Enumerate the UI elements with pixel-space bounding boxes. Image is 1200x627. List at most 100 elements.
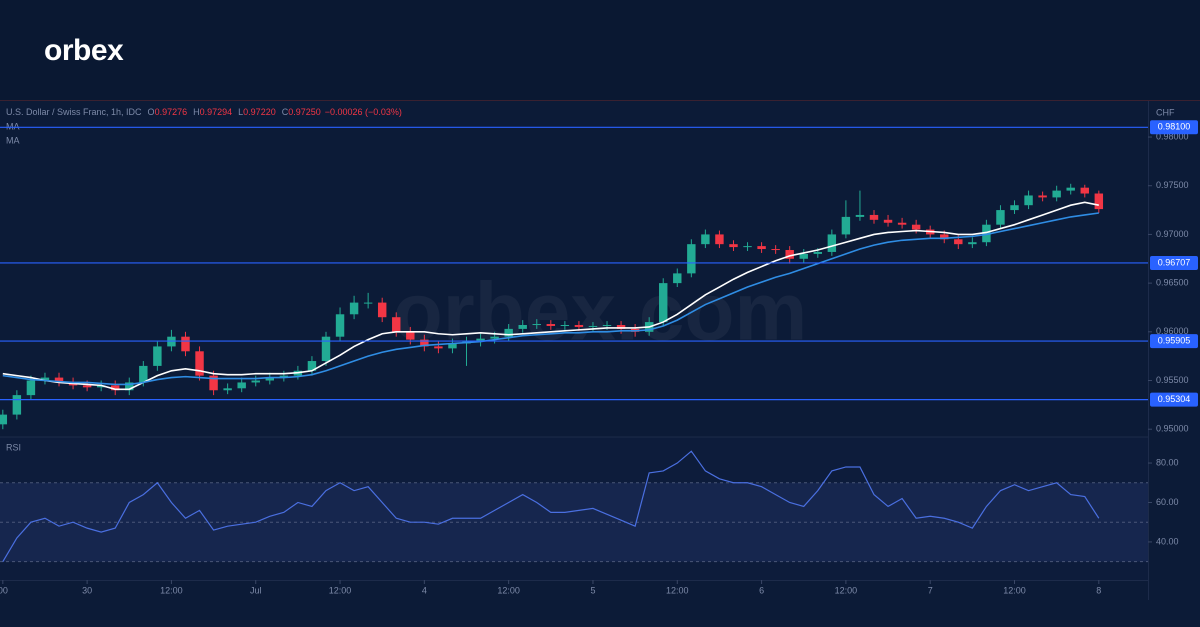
candle-body: [1024, 195, 1033, 206]
candle-body: [869, 214, 879, 220]
candle-body: [602, 325, 612, 326]
candle-body: [363, 302, 373, 304]
ohlc-key: L: [238, 107, 243, 117]
y-tick-label: 0.98000: [1156, 131, 1189, 141]
candle-body: [532, 324, 541, 326]
candle-body: [588, 325, 598, 327]
candle-body: [1052, 190, 1061, 198]
candle-body: [574, 325, 584, 327]
candle-body: [54, 377, 64, 383]
header-band: [0, 0, 1200, 100]
x-tick-label: 5: [590, 585, 595, 595]
rsi-title: RSI: [6, 442, 21, 452]
logo: orbex: [44, 34, 124, 67]
candle-body: [757, 246, 766, 250]
candle-body: [392, 317, 401, 332]
candle-body: [883, 219, 893, 223]
candle-body: [0, 414, 8, 425]
ohlc-value: 0.97276: [155, 107, 188, 117]
symbol: U.S. Dollar / Swiss Franc, 1h, IDC: [6, 107, 142, 117]
candle-body: [321, 336, 331, 362]
x-tick-label: 12:00: [1003, 585, 1026, 595]
candle-body: [125, 382, 134, 391]
candle-body: [954, 239, 963, 245]
ohlc-value: 0.97220: [243, 107, 276, 117]
candle-body: [841, 216, 851, 235]
candle-body: [476, 338, 485, 342]
change: −0.00026 (−0.03%): [325, 107, 402, 117]
candle-body: [111, 385, 120, 391]
candle-body: [701, 234, 710, 245]
x-tick-label: 12:00: [666, 585, 689, 595]
candle-body: [307, 361, 317, 371]
candle-body: [827, 234, 837, 252]
candle-body: [223, 388, 232, 391]
candle-body: [546, 324, 556, 326]
candle-body: [265, 377, 275, 381]
candle-body: [406, 331, 415, 340]
candle-body: [799, 253, 808, 259]
candle-body: [153, 346, 162, 366]
x-tick-label: 12:00: [160, 585, 183, 595]
ohlc-value: 0.97294: [200, 107, 233, 117]
y-tick-label: 0.96500: [1156, 277, 1189, 287]
candle-body: [729, 244, 738, 248]
candle-body: [181, 336, 190, 352]
candle-body: [504, 328, 513, 337]
level-label: 0.95304: [1158, 394, 1191, 404]
y-tick-label: 0.95500: [1156, 375, 1189, 385]
x-tick-label: 6: [759, 585, 764, 595]
candle-body: [237, 382, 246, 389]
candle-body: [1094, 193, 1104, 210]
candle-body: [982, 224, 991, 243]
level-label: 0.95905: [1158, 335, 1191, 345]
candle-body: [743, 246, 752, 248]
candle-body: [715, 234, 724, 245]
moving-average: [2, 201, 1099, 391]
x-tick-label: 00: [0, 585, 8, 595]
rsi-line: [2, 450, 1100, 562]
candle-body: [518, 325, 527, 329]
ohlc-key: C: [282, 107, 289, 117]
candle-body: [940, 234, 949, 240]
level-tag: [1150, 334, 1198, 349]
x-tick-label: 7: [928, 585, 933, 595]
candle-body: [377, 302, 387, 318]
candle-body: [785, 250, 794, 259]
candle-body: [490, 336, 499, 339]
level-tag: [1150, 120, 1198, 135]
legend-entry: MA: [6, 135, 20, 145]
y-tick-label: 40.00: [1156, 536, 1179, 546]
chart-header: U.S. Dollar / Swiss Franc, 1h, IDC O0.972…: [6, 107, 402, 117]
candle-body: [279, 375, 289, 378]
candle-body: [911, 224, 921, 230]
candle-body: [687, 244, 696, 274]
candle-body: [96, 385, 106, 388]
candle-body: [420, 339, 429, 347]
candle-body: [434, 346, 443, 349]
candle-body: [349, 302, 359, 315]
y-tick-label: 80.00: [1156, 457, 1179, 467]
candle-body: [82, 385, 92, 388]
candle-body: [139, 365, 148, 383]
candle-body: [1066, 187, 1075, 191]
price-unit: CHF: [1156, 107, 1175, 117]
candle-body: [251, 380, 260, 383]
y-tick-label: 60.00: [1156, 497, 1179, 507]
ohlc: O0.97276 H0.97294 L0.97220 C0.97250: [148, 107, 321, 117]
candle-body: [560, 325, 570, 326]
y-tick-label: 0.97500: [1156, 180, 1189, 190]
candle-body: [26, 380, 36, 396]
level-tag: [1150, 392, 1198, 407]
candle-body: [12, 395, 22, 415]
candle-body: [195, 351, 204, 376]
candle-body: [209, 375, 218, 391]
x-tick-label: Jul: [250, 585, 262, 595]
candle-body: [673, 273, 682, 284]
candle-body: [855, 214, 865, 217]
candle-body: [448, 343, 457, 349]
ohlc-value: 0.97250: [288, 107, 321, 117]
candle-body: [813, 251, 823, 254]
